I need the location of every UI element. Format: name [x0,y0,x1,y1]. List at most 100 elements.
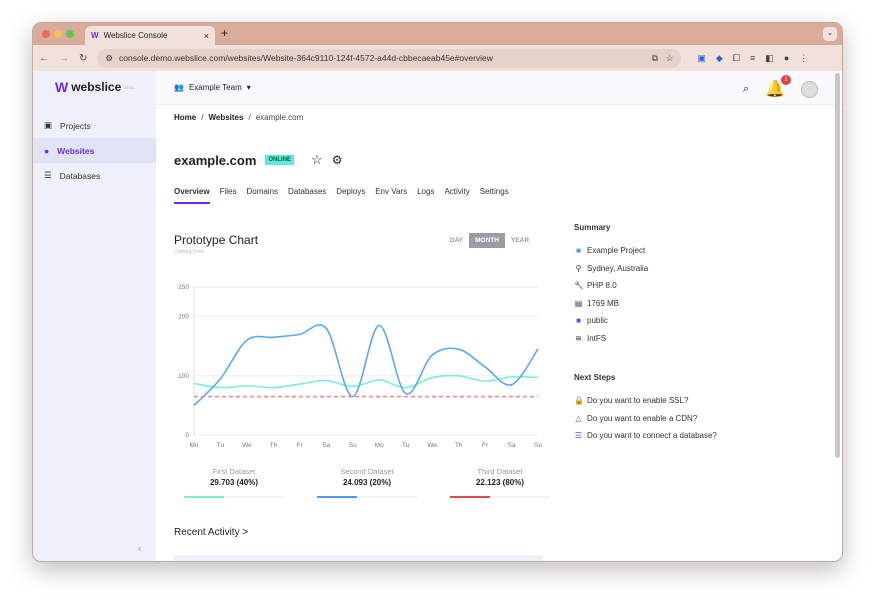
tab-env-vars[interactable]: Env Vars [375,187,408,196]
recent-activity-panel [174,555,543,561]
extensions-puzzle-icon[interactable]: ⧠ [732,52,741,63]
cube-icon: ▣ [44,120,53,130]
x-tick-label: Mo [189,442,198,449]
legend-second-dataset: Second Dataset 24.093 (20%) [317,467,417,498]
x-tick-label: Fr [297,442,304,449]
profile-icon[interactable]: ● [783,52,790,63]
legend-value: 22.123 (80%) [475,478,525,487]
network-icon: △ [575,413,582,423]
chart-title: Prototype Chart [174,233,259,247]
tab-settings[interactable]: Settings [479,187,509,196]
reading-list-icon[interactable]: ≡ [750,52,756,63]
y-tick-label: 100 [178,373,189,380]
minimize-button[interactable] [54,30,62,38]
install-icon[interactable]: ⧉ [651,52,658,63]
breadcrumb-home[interactable]: Home [174,113,197,122]
summary-text: 1769 MB [587,298,620,308]
site-tabs: Overview Files Domains Databases Deploys Env … [174,187,509,204]
x-tick-label: Tu [217,442,225,449]
back-icon[interactable]: ← [39,52,49,64]
globe-icon: ● [44,145,50,156]
legend-name: First Dataset [212,467,256,476]
tab-domains[interactable]: Domains [246,187,279,196]
x-tick-label: Tu [402,442,410,449]
lock-icon: 🔒 [574,396,584,405]
side-panel-icon[interactable]: ◧ [765,52,774,63]
y-tick-label: 0 [185,432,189,439]
notification-badge: 1 [781,75,791,85]
legend-name: Third Dataset [477,467,523,476]
summary-folder[interactable]: ■ public [574,316,717,334]
tab-deploys[interactable]: Deploys [336,187,366,196]
top-bar: 👥 Example Team ▾ ⌕ 🔔 1 [156,71,842,105]
next-step-cdn[interactable]: △ Do you want to enable a CDN? [574,414,717,432]
summary-text: IntFS [587,333,607,343]
scrollbar[interactable] [835,73,840,458]
bookmark-star-icon[interactable]: ☆ [665,52,674,63]
x-tick-label: Fr [482,442,489,449]
page-title: example.com [174,152,257,168]
notifications-bell-icon[interactable]: 🔔 1 [765,75,791,99]
summary-text: public [587,316,608,325]
star-icon[interactable]: ☆ [311,152,323,167]
next-step-text: Do you want to connect a database? [587,431,717,440]
tab-logs[interactable]: Logs [417,187,435,196]
x-tick-label: We [427,442,437,449]
avatar[interactable] [801,80,818,98]
tab-activity[interactable]: Activity [444,187,470,196]
search-icon[interactable]: ⌕ [742,82,750,95]
forward-icon[interactable]: → [59,52,69,64]
tab-bar: W Webslice Console × + ⌄ [33,23,842,45]
range-year-button[interactable]: YEAR [510,237,530,244]
layers-icon: ≋ [575,333,582,343]
close-tab-icon[interactable]: × [203,30,209,41]
summary-text: PHP 8.0 [587,281,617,290]
reload-icon[interactable]: ↻ [79,52,88,64]
tab-search-button[interactable]: ⌄ [823,27,837,41]
database-icon: ☰ [44,170,52,180]
sidebar-item-websites[interactable]: ● Websites [33,138,156,163]
next-steps-title: Next Steps [574,373,616,382]
browser-tab[interactable]: W Webslice Console × [85,26,215,45]
range-day-button[interactable]: DAY [450,237,464,244]
chart-subtitle: Coming Soon [174,249,205,255]
next-step-database[interactable]: ☰ Do you want to connect a database? [574,431,717,449]
maximize-button[interactable] [66,30,74,38]
new-tab-button[interactable]: + [221,26,229,40]
line-chart: 0 100 200 250 Mo Tu We Th Fr Sa Su Mo Tu We Th Fr Sa Su [178,284,542,449]
status-badge: ONLINE [265,155,295,165]
gear-icon[interactable]: ⚙ [331,153,343,167]
summary-text: Example Project [587,246,646,255]
sidebar-item-databases[interactable]: ☰ Databases [33,163,156,188]
recent-activity-link[interactable]: Recent Activity > [174,527,249,538]
caret-down-icon: ▾ [246,83,251,92]
tab-files[interactable]: Files [219,187,237,196]
y-tick-label: 200 [178,314,189,321]
main-content: Home / Websites / example.com example.com ONL… [174,105,842,561]
summary-title: Summary [574,223,611,232]
summary-php: 🔧 PHP 8.0 [574,281,717,299]
x-tick-label: Th [270,442,278,449]
range-month-button[interactable]: MONTH [469,233,505,248]
next-step-ssl[interactable]: 🔒 Do you want to enable SSL? [574,396,717,414]
database-icon: ☰ [574,431,583,440]
breadcrumb-websites[interactable]: Websites [208,113,244,122]
site-settings-icon[interactable]: ⚙ [105,52,114,63]
summary-fs: ≋ IntFS [574,334,717,352]
close-window-button[interactable] [42,30,50,38]
extension-2-icon[interactable]: ◆ [715,52,723,63]
extension-icon[interactable]: ▣ [697,52,706,63]
map-pin-icon: ⚲ [575,263,582,273]
summary-project[interactable]: ■ Example Project [574,246,717,264]
tab-overview[interactable]: Overview [174,187,210,204]
sidebar-item-projects[interactable]: ▣ Projects [33,113,156,138]
summary-location: ⚲ Sydney, Australia [574,264,717,282]
menu-icon[interactable]: ⋮ [799,52,809,63]
team-selector[interactable]: 👥 Example Team ▾ [174,83,251,92]
url-bar[interactable]: ⚙ console.demo.webslice.com/websites/Webs… [97,48,682,68]
tab-databases[interactable]: Databases [288,187,327,196]
url-text[interactable]: console.demo.webslice.com/websites/Websi… [119,53,493,63]
collapse-sidebar-icon[interactable]: ‹ [138,543,142,555]
